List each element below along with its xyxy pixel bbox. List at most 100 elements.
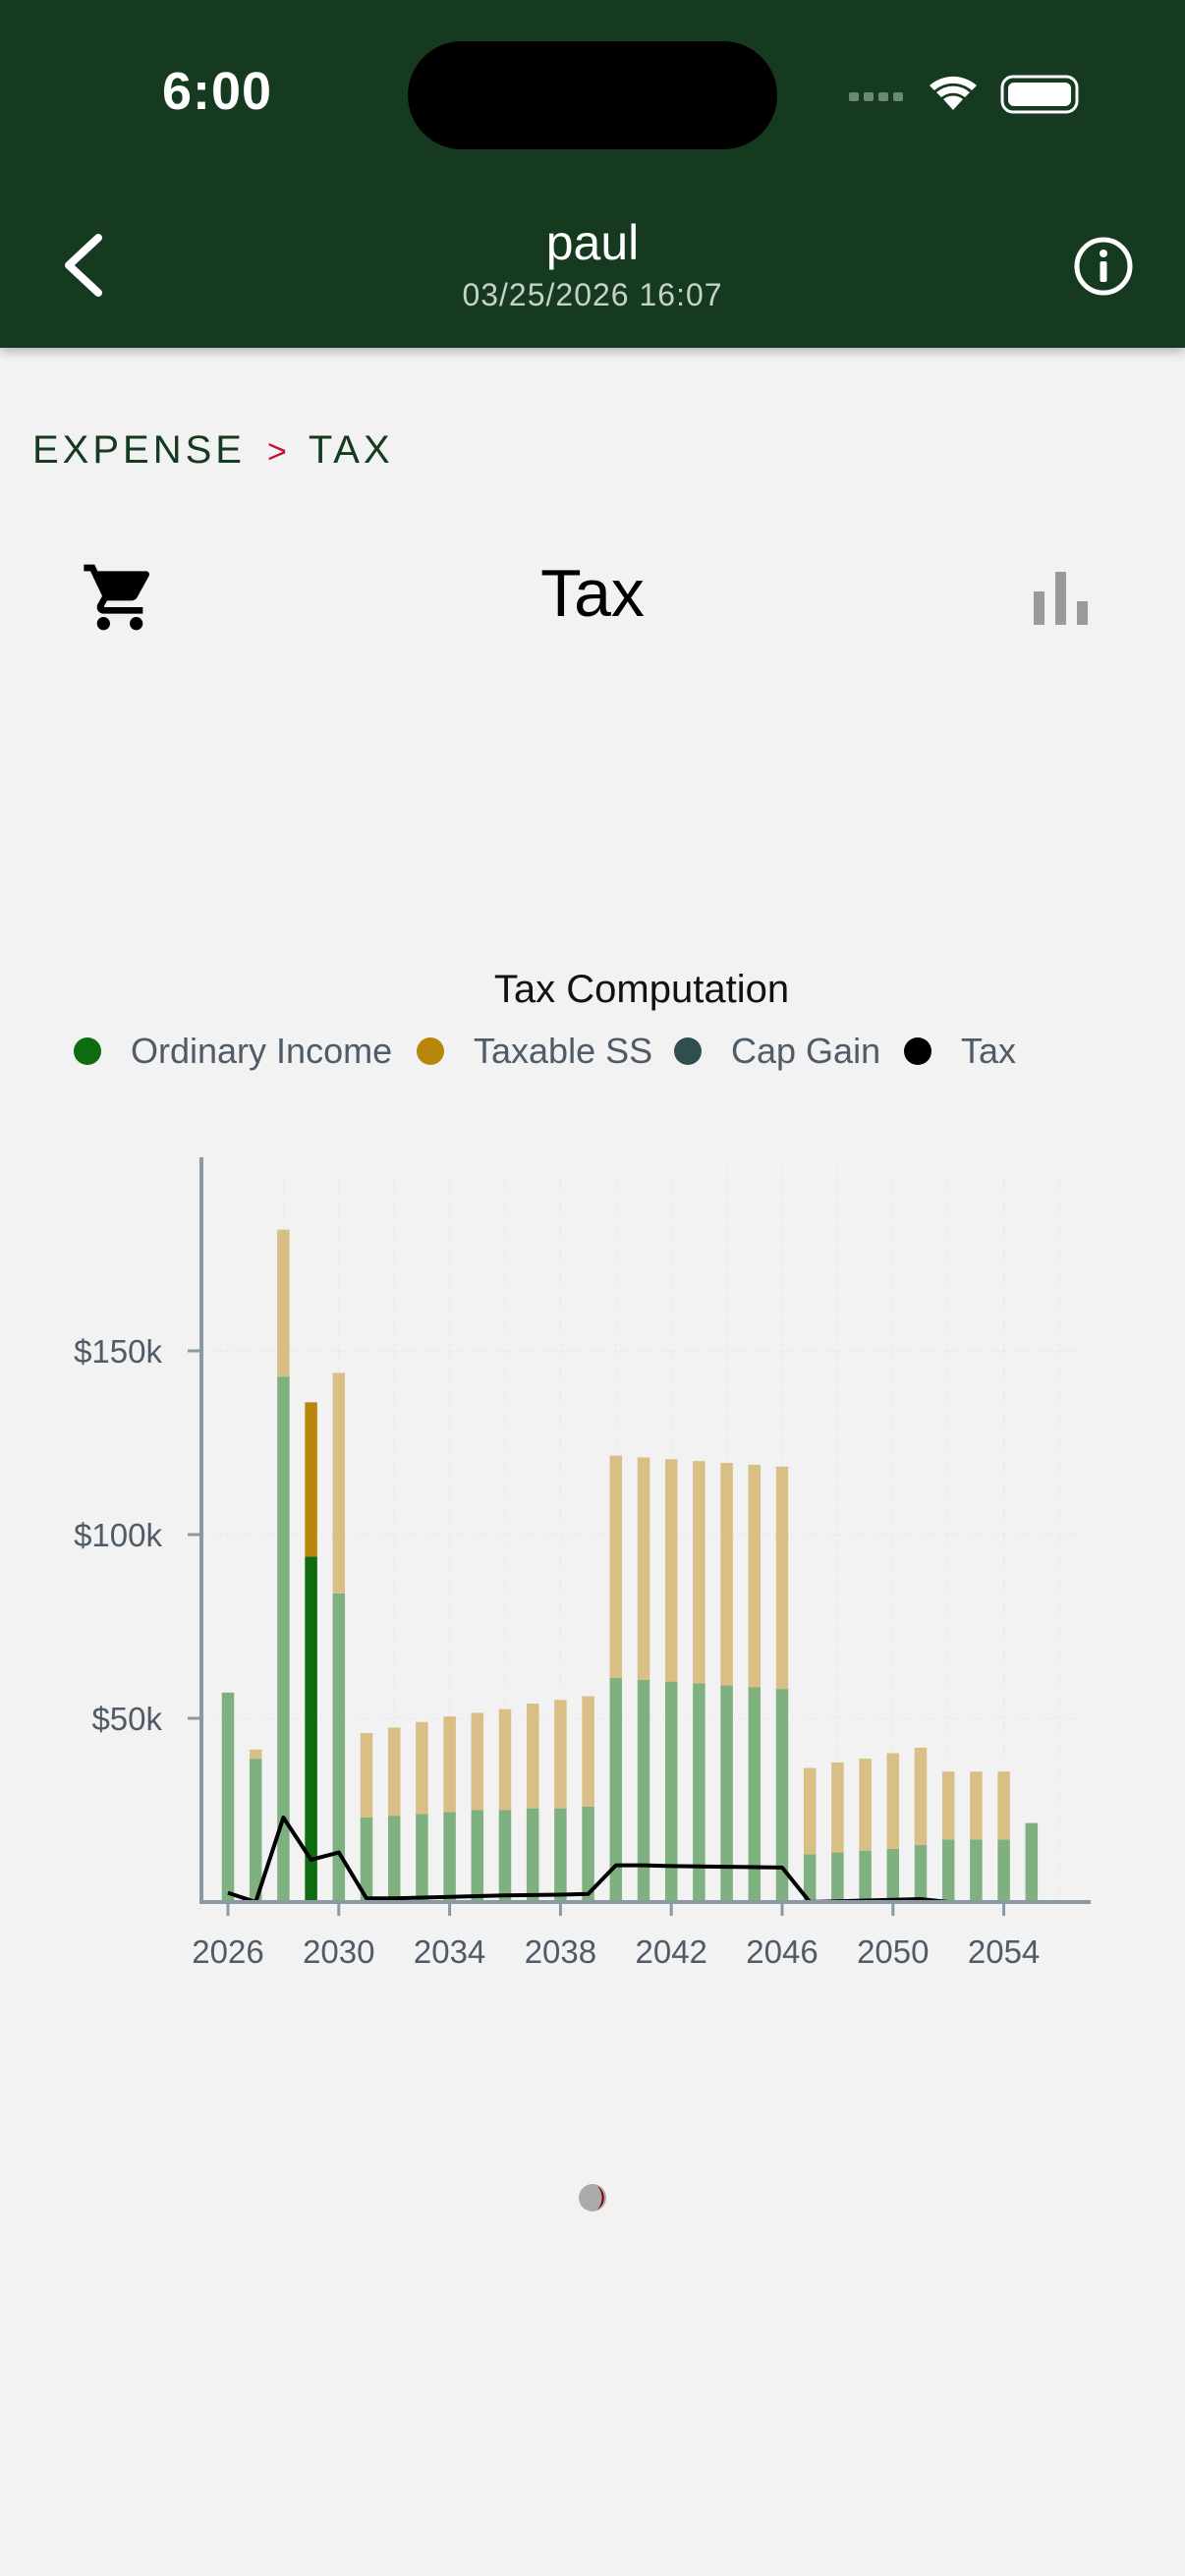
bar-taxable-ss xyxy=(859,1759,872,1851)
bar-ordinary-income xyxy=(720,1685,733,1902)
y-tick-label: $100k xyxy=(74,1517,162,1553)
page-indicator xyxy=(579,2184,606,2212)
x-tick-label: 2026 xyxy=(192,1933,263,1970)
bar-taxable-ss xyxy=(609,1455,623,1678)
legend-taxable-ss[interactable]: Taxable SS xyxy=(417,1027,652,1076)
legend-label: Taxable SS xyxy=(474,1031,653,1071)
info-icon[interactable] xyxy=(1073,236,1134,297)
cart-icon[interactable] xyxy=(81,558,159,637)
legend-label: Ordinary Income xyxy=(131,1031,393,1071)
signal-icon xyxy=(849,92,903,101)
bar-ordinary-income xyxy=(609,1677,623,1902)
bar-ordinary-income xyxy=(1025,1822,1039,1902)
bar-ordinary-income xyxy=(554,1808,567,1902)
x-tick-label: 2050 xyxy=(857,1933,929,1970)
bar-ordinary-income xyxy=(277,1376,290,1902)
header-subtitle: 03/25/2026 16:07 xyxy=(462,277,723,312)
bar-taxable-ss xyxy=(803,1767,817,1855)
tax-computation-chart: $50k $100k $150k 2026 2030 2034 2038 2042 2046 20… xyxy=(74,1157,1091,1970)
bar-taxable-ss xyxy=(720,1463,733,1686)
bar-ordinary-income xyxy=(831,1852,844,1902)
legend-cap-gain[interactable]: Cap Gain xyxy=(674,1027,880,1076)
page-title: Tax xyxy=(540,556,645,631)
x-tick-label: 2034 xyxy=(414,1933,485,1970)
legend-dot xyxy=(74,1037,101,1065)
bar-ordinary-income xyxy=(416,1814,428,1902)
bar-ordinary-income xyxy=(387,1816,401,1902)
bar-taxable-ss xyxy=(471,1712,484,1811)
bar-taxable-ss xyxy=(693,1461,705,1684)
wifi-icon xyxy=(930,76,977,110)
battery-icon xyxy=(1000,75,1079,114)
chevron-left-icon[interactable] xyxy=(54,226,123,305)
bar-ordinary-income xyxy=(221,1692,235,1902)
bar-taxable-ss xyxy=(831,1762,844,1853)
bar-ordinary-income xyxy=(332,1593,346,1902)
bar-taxable-ss xyxy=(554,1700,567,1809)
bar-taxable-ss xyxy=(748,1464,762,1688)
bar-taxable-ss xyxy=(582,1696,594,1807)
status-icons xyxy=(849,75,1079,114)
legend-dot xyxy=(904,1037,931,1065)
legend-label: Cap Gain xyxy=(731,1031,881,1071)
x-tick-label: 2054 xyxy=(968,1933,1040,1970)
bar-taxable-ss xyxy=(416,1721,428,1815)
x-tick-label: 2038 xyxy=(525,1933,596,1970)
bar-ordinary-income xyxy=(941,1839,955,1902)
bar-ordinary-income xyxy=(997,1839,1010,1902)
bar-ordinary-income xyxy=(526,1808,539,1902)
breadcrumb-separator: > xyxy=(266,433,287,471)
legend-dot xyxy=(674,1037,702,1065)
bar-ordinary-income xyxy=(249,1759,262,1902)
bar-ordinary-income xyxy=(443,1812,456,1902)
bar-taxable-ss xyxy=(360,1732,373,1818)
x-tick-label: 2042 xyxy=(635,1933,706,1970)
bar-taxable-ss xyxy=(332,1372,346,1594)
bar-taxable-ss xyxy=(997,1771,1010,1840)
breadcrumb: EXPENSE > TAX xyxy=(32,428,394,473)
bar-taxable-ss xyxy=(526,1704,539,1809)
legend-dot xyxy=(417,1037,444,1065)
bar-taxable-ss xyxy=(775,1466,789,1690)
bar-ordinary-income xyxy=(498,1810,512,1902)
bar-taxable-ss xyxy=(941,1771,955,1840)
bar-ordinary-income xyxy=(914,1845,928,1902)
bar-ordinary-income xyxy=(748,1687,762,1902)
bar-ordinary-income xyxy=(859,1850,872,1902)
bar-ordinary-income xyxy=(360,1817,373,1902)
bar-ordinary-income xyxy=(886,1848,900,1902)
legend-ordinary-income[interactable]: Ordinary Income xyxy=(74,1027,392,1076)
bar-ordinary-income xyxy=(582,1806,594,1902)
dynamic-island xyxy=(408,41,777,149)
y-tick-label: $150k xyxy=(74,1333,162,1370)
tax-line xyxy=(227,1815,1032,1904)
bar-taxable-ss xyxy=(305,1402,317,1557)
bar-taxable-ss xyxy=(277,1229,290,1377)
bar-ordinary-income xyxy=(775,1689,789,1902)
bar-ordinary-income xyxy=(970,1839,983,1902)
bar-taxable-ss xyxy=(498,1708,512,1811)
bar-taxable-ss xyxy=(886,1753,900,1849)
legend-label: Tax xyxy=(961,1031,1017,1071)
bar-chart-icon[interactable] xyxy=(1032,570,1091,629)
y-tick-label: $50k xyxy=(91,1701,162,1737)
bar-taxable-ss xyxy=(387,1727,401,1817)
bar-ordinary-income xyxy=(664,1681,678,1902)
bar-taxable-ss xyxy=(637,1457,650,1680)
x-tick-label: 2030 xyxy=(303,1933,374,1970)
breadcrumb-parent[interactable]: EXPENSE xyxy=(32,428,246,472)
header-title: paul xyxy=(545,215,640,270)
bar-ordinary-income xyxy=(305,1556,317,1902)
breadcrumb-current: TAX xyxy=(308,428,394,472)
bar-taxable-ss xyxy=(664,1459,678,1682)
x-tick-label: 2046 xyxy=(746,1933,818,1970)
bar-taxable-ss xyxy=(249,1749,262,1760)
chart-legend: Ordinary Income Taxable SS Cap Gain Tax xyxy=(0,1027,1185,1076)
bar-ordinary-income xyxy=(693,1683,705,1902)
status-time: 6:00 xyxy=(162,62,273,121)
bar-taxable-ss xyxy=(914,1747,928,1846)
bar-ordinary-income xyxy=(471,1810,484,1902)
bar-taxable-ss xyxy=(970,1771,983,1840)
legend-tax[interactable]: Tax xyxy=(904,1027,1016,1076)
bar-ordinary-income xyxy=(803,1854,817,1902)
